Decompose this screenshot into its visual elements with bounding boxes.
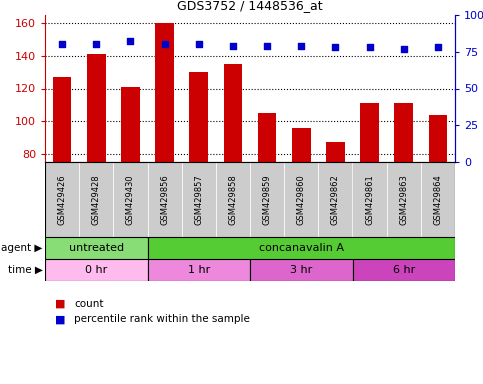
Title: GDS3752 / 1448536_at: GDS3752 / 1448536_at	[177, 0, 323, 12]
Text: 3 hr: 3 hr	[290, 265, 313, 275]
Point	[161, 41, 169, 48]
Bar	[79, 162, 114, 237]
Bar	[45, 237, 147, 259]
Text: untreated: untreated	[69, 243, 124, 253]
Text: GSM429430: GSM429430	[126, 174, 135, 225]
Point	[127, 38, 134, 45]
Point	[434, 44, 442, 50]
Bar	[182, 162, 216, 237]
Text: GSM429859: GSM429859	[263, 174, 271, 225]
Text: GSM429857: GSM429857	[194, 174, 203, 225]
Bar	[189, 72, 208, 162]
Text: GSM429858: GSM429858	[228, 174, 238, 225]
Bar	[87, 54, 106, 162]
Bar	[147, 259, 250, 281]
Bar	[45, 259, 147, 281]
Point	[400, 46, 408, 52]
Text: time ▶: time ▶	[8, 265, 43, 275]
Point	[229, 43, 237, 49]
Text: GSM429426: GSM429426	[57, 174, 67, 225]
Bar	[114, 162, 147, 237]
Bar	[421, 162, 455, 237]
Bar	[45, 162, 79, 237]
Point	[366, 44, 373, 50]
Text: concanavalin A: concanavalin A	[259, 243, 344, 253]
Bar	[360, 103, 379, 162]
Text: 1 hr: 1 hr	[187, 265, 210, 275]
Bar	[258, 113, 276, 162]
Bar	[318, 162, 353, 237]
Text: agent ▶: agent ▶	[1, 243, 43, 253]
Bar	[353, 259, 455, 281]
Text: GSM429864: GSM429864	[433, 174, 442, 225]
Bar	[53, 77, 71, 162]
Bar	[387, 162, 421, 237]
Text: GSM429860: GSM429860	[297, 174, 306, 225]
Bar	[216, 162, 250, 237]
Bar	[353, 162, 387, 237]
Point	[58, 41, 66, 48]
Point	[331, 44, 339, 50]
Text: 6 hr: 6 hr	[393, 265, 415, 275]
Bar	[155, 23, 174, 162]
Text: GSM429428: GSM429428	[92, 174, 101, 225]
Bar	[284, 162, 318, 237]
Bar	[224, 64, 242, 162]
Text: 0 hr: 0 hr	[85, 265, 107, 275]
Bar	[428, 115, 447, 162]
Text: ■: ■	[55, 314, 65, 324]
Text: GSM429862: GSM429862	[331, 174, 340, 225]
Bar	[394, 103, 413, 162]
Text: GSM429863: GSM429863	[399, 174, 408, 225]
Bar	[292, 128, 311, 162]
Text: percentile rank within the sample: percentile rank within the sample	[74, 314, 250, 324]
Bar	[147, 237, 455, 259]
Point	[92, 41, 100, 48]
Text: GSM429861: GSM429861	[365, 174, 374, 225]
Text: ■: ■	[55, 299, 65, 309]
Text: count: count	[74, 299, 103, 309]
Bar	[250, 162, 284, 237]
Bar	[326, 142, 345, 162]
Point	[298, 43, 305, 49]
Text: GSM429856: GSM429856	[160, 174, 169, 225]
Point	[263, 43, 271, 49]
Bar	[250, 259, 353, 281]
Bar	[147, 162, 182, 237]
Point	[195, 41, 202, 48]
Bar	[121, 87, 140, 162]
